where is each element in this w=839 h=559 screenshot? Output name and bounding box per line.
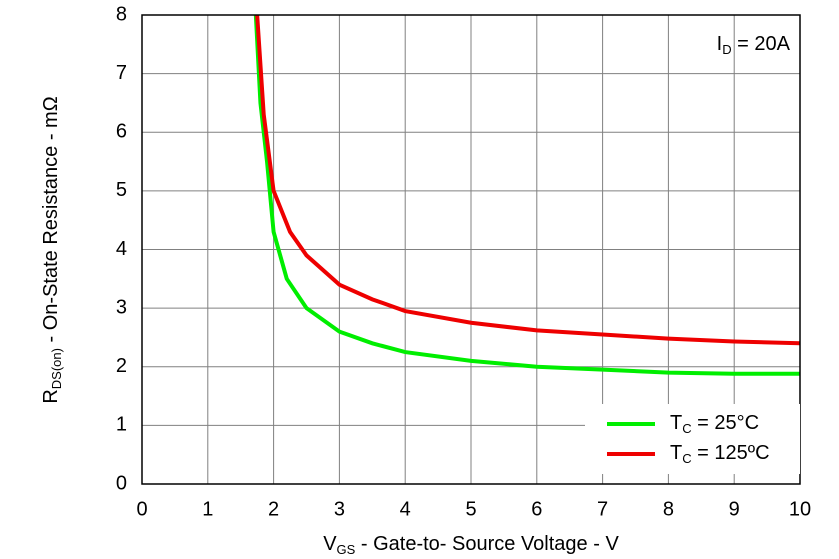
series-line: [253, 14, 800, 376]
legend-label-sub: C: [682, 421, 691, 436]
y-tick-label: 3: [116, 296, 127, 318]
x-tick-label: 7: [597, 498, 608, 520]
x-tick-label: 9: [729, 498, 740, 520]
x-tick-label: 1: [202, 498, 213, 520]
x-tick-label: 3: [334, 498, 345, 520]
x-tick-label: 6: [531, 498, 542, 520]
y-tick-label: 5: [116, 179, 127, 201]
x-tick-label: 5: [465, 498, 476, 520]
legend-box: [585, 404, 800, 474]
legend-label-sub: C: [682, 451, 691, 466]
plot-frame: [141, 14, 801, 485]
y-label-sub: DS(on): [49, 348, 64, 389]
x-tick-label: 2: [268, 498, 279, 520]
annotation: ID = 20A: [717, 33, 791, 57]
legend-label-rest: = 25°C: [692, 412, 759, 434]
x-tick-label: 0: [136, 498, 147, 520]
y-label-main: R: [40, 389, 62, 403]
y-tick-label: 4: [116, 238, 127, 260]
annotation-rest: = 20A: [732, 33, 791, 55]
y-label-rest: - On-State Resistance - mΩ: [40, 96, 62, 348]
y-tick-label: 2: [116, 355, 127, 377]
legend-label-main: T: [670, 412, 682, 434]
x-label-rest: - Gate-to- Source Voltage - V: [355, 533, 619, 555]
y-tick-label: 0: [116, 472, 127, 494]
y-tick-label: 7: [116, 62, 127, 84]
x-tick-label: 10: [789, 498, 811, 520]
y-tick-label: 1: [116, 414, 127, 436]
legend-label-main: T: [670, 442, 682, 464]
legend-label-rest: = 125ºC: [692, 442, 770, 464]
x-tick-label: 8: [663, 498, 674, 520]
y-axis-label: RDS(on) - On-State Resistance - mΩ: [40, 96, 64, 403]
series-line: [255, 14, 801, 346]
legend-label: TC = 25°C: [670, 412, 759, 436]
x-axis-label: VGS - Gate-to- Source Voltage - V: [323, 533, 619, 557]
y-tick-label: 6: [116, 121, 127, 143]
x-label-main: V: [323, 533, 337, 555]
annotation-main: I: [717, 33, 723, 55]
y-tick-label: 8: [116, 3, 127, 25]
legend-label: TC = 125ºC: [670, 442, 770, 466]
x-label-sub: GS: [337, 542, 356, 557]
annotation-sub: D: [722, 42, 731, 57]
x-tick-label: 4: [400, 498, 411, 520]
